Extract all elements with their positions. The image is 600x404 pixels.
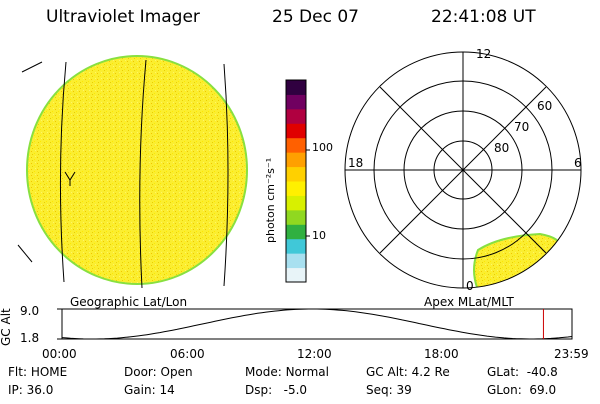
earth-disk [26,55,248,285]
colorbar-segment [286,152,306,168]
colorbar-segment [286,137,306,153]
mlt-label-18: 18 [348,156,364,170]
status-dsp: Dsp: -5.0 [245,383,308,397]
colorbar-segment [286,108,306,124]
colorbar-segment [286,195,306,211]
colorbar-tick-100: 100 [312,141,333,154]
status-seq: Seq: 39 [366,383,412,397]
colorbar-tick-10: 10 [312,229,326,242]
colorbar-segment [286,123,306,139]
lat-label-70: 70 [514,120,530,134]
polar-panel [344,51,582,289]
status-mode: Mode: Normal [245,365,329,379]
observation-time: 22:41:08 UT [431,7,536,27]
status-ip: IP: 36.0 [8,383,54,397]
status-gc-alt: GC Alt: 4.2 Re [366,365,450,379]
altitude-strip [57,308,573,340]
colorbar-segment [286,224,306,240]
status-door: Door: Open [124,365,193,379]
time-tick-0000: 00:00 [42,347,77,361]
geographic-panel-label: Geographic Lat/Lon [70,295,188,309]
lat-label-60: 60 [537,99,553,113]
status-glat: GLat: -40.8 [487,365,558,379]
altitude-curve [61,308,573,340]
time-tick-1800: 18:00 [424,347,459,361]
status-flight: Flt: HOME [8,365,68,379]
instrument-title: Ultraviolet Imager [46,7,200,27]
colorbar-segment [286,94,306,110]
mlt-label-6: 6 [574,156,582,170]
status-gain: Gain: 14 [124,383,175,397]
limb-tick [21,61,43,73]
status-glon: GLon: 69.0 [487,383,557,397]
altitude-frame [61,308,573,340]
diagonal-line [379,86,547,254]
mlt-label-12: 12 [476,47,492,61]
limb-tick [17,244,33,263]
auroral-oval [473,232,562,288]
colorbar-frame [285,79,307,283]
colorbar-segment [286,166,306,182]
subsatellite-marker [64,171,76,186]
altitude-ymin-label: 1.8 [20,331,40,345]
colorbar-segment [286,253,306,269]
colorbar-segment [286,267,306,283]
colorbar-segment [286,80,306,95]
lat-label-80: 80 [494,141,510,155]
meridian-line [139,59,147,289]
altitude-axis-label: GC Alt [0,308,13,346]
colorbar-segment [286,209,306,225]
time-tick-2359: 23:59 [554,347,589,361]
altitude-ymax-label: 9.0 [20,304,40,318]
colorbar-segment [286,181,306,196]
colorbar-segment [286,238,306,254]
meridian-line [223,63,229,287]
colorbar [285,79,310,283]
time-tick-0600: 06:00 [170,347,205,361]
colorbar-unit-label: photon cm⁻²s⁻¹ [264,157,277,243]
meridian-line [59,61,67,283]
time-tick-1200: 12:00 [297,347,332,361]
geographic-panel [17,55,248,289]
polar-panel-label: Apex MLat/MLT [424,295,514,309]
mlt-label-0: 0 [466,279,474,293]
observation-date: 25 Dec 07 [272,7,359,27]
